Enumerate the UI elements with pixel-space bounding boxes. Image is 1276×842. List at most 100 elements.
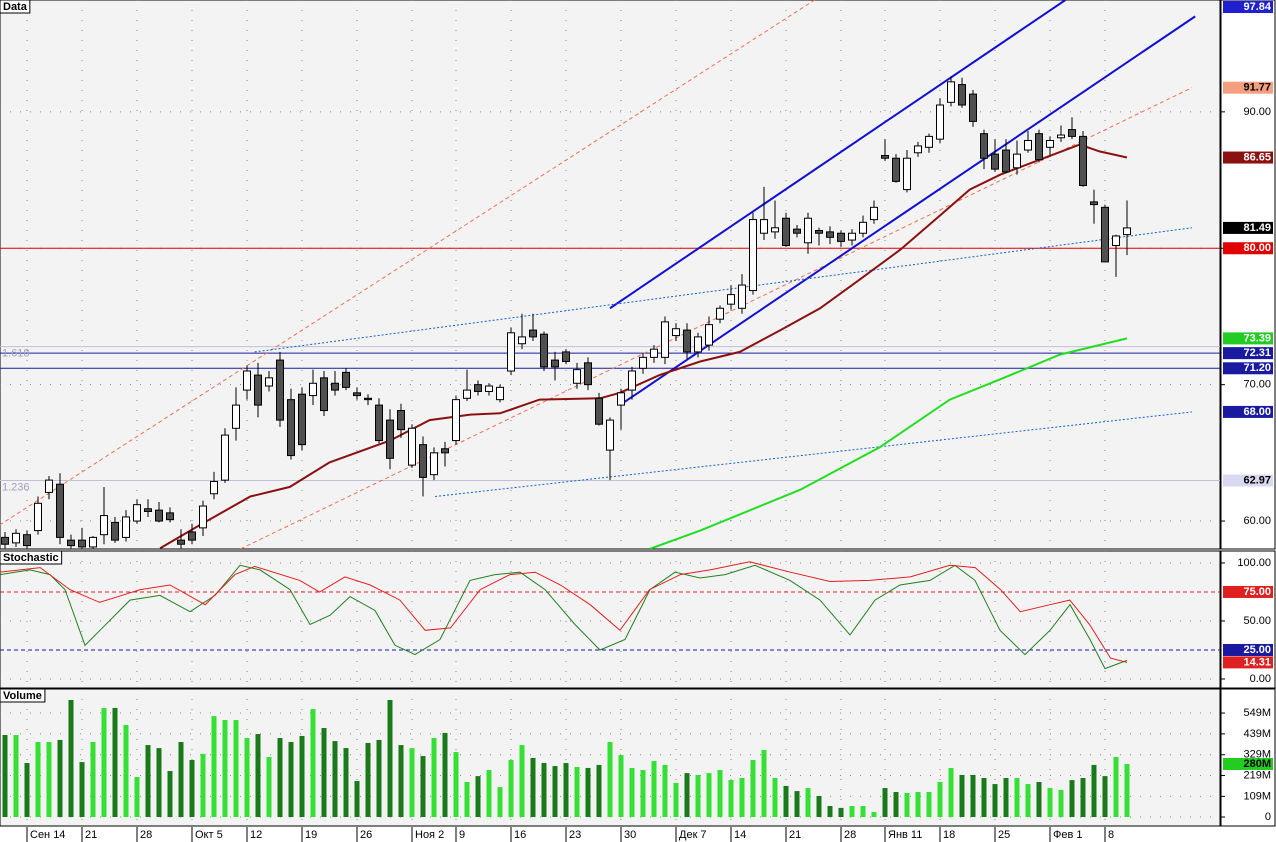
value-marker-label: 91.77 (1243, 82, 1271, 94)
volume-bar (904, 792, 910, 818)
candle-body (969, 93, 977, 122)
volume-bar (145, 745, 151, 818)
value-marker (1223, 405, 1273, 418)
candle-body (375, 404, 383, 442)
x-tick-label: Окт 5 (195, 829, 223, 841)
candle-body (606, 419, 614, 451)
value-marker-label: 25.00 (1243, 644, 1271, 656)
volume-bar (365, 742, 371, 818)
volume-bar (486, 770, 492, 818)
volume-bar (750, 760, 756, 818)
volume-bar (1003, 777, 1009, 818)
value-marker-label: 72.31 (1243, 347, 1271, 359)
candle-body (1068, 129, 1076, 137)
volume-bar (354, 781, 360, 818)
level-label: 1.236 (2, 481, 30, 493)
candle-body (694, 336, 702, 353)
candle-body (474, 384, 482, 392)
value-marker-label: 73.39 (1243, 332, 1271, 344)
x-tick-label: 14 (734, 829, 746, 841)
volume-bar (1080, 777, 1086, 818)
y-tick-label: 50.00 (1243, 615, 1271, 627)
volume-bar (464, 781, 470, 818)
candle-body (232, 404, 240, 429)
volume-bar (959, 774, 965, 818)
moving-average (649, 337, 1128, 549)
y-tick-label: 549M (1243, 707, 1271, 719)
panel-title: Data (3, 1, 28, 13)
value-marker (1223, 757, 1273, 770)
y-tick-label: 100.00 (1237, 557, 1271, 569)
candle-body (353, 392, 361, 397)
volume-bar (783, 785, 789, 818)
volume-bar (860, 806, 866, 818)
value-marker-label: 97.84 (1243, 1, 1271, 13)
volume-bar (387, 699, 393, 818)
value-marker-label: 280M (1243, 758, 1271, 770)
volume-bar (706, 773, 712, 818)
volume-bar (288, 742, 294, 818)
volume-bar (211, 716, 217, 818)
volume-bar (1091, 764, 1097, 818)
candle-body (397, 410, 405, 431)
x-tick-label: Ноя 2 (415, 829, 444, 841)
candle-body (749, 219, 757, 292)
y-tick-label: 70.00 (1243, 379, 1271, 391)
volume-bar (343, 748, 349, 818)
candle-body (331, 382, 339, 391)
value-marker-label: 75.00 (1243, 586, 1271, 598)
volume-bar (90, 742, 96, 818)
volume-bar (585, 767, 591, 818)
value-marker (1223, 643, 1273, 656)
volume-bar (882, 788, 888, 818)
value-marker (1223, 347, 1273, 360)
candle-body (793, 228, 801, 234)
candle-body (463, 389, 471, 399)
volume-bar (618, 755, 624, 818)
candle-body (177, 539, 185, 545)
volume-bar (1069, 780, 1075, 818)
x-tick-label: 19 (305, 829, 317, 841)
volume-bar (728, 780, 734, 818)
volume-bar (167, 770, 173, 818)
candle-body (144, 508, 152, 512)
candle-body (562, 351, 570, 362)
candle-body (1079, 135, 1087, 187)
candle-body (661, 321, 669, 358)
candle-body (430, 452, 438, 476)
volume-bar (332, 741, 338, 818)
y-tick-label: 219M (1243, 769, 1271, 781)
volume-bar (46, 742, 52, 818)
volume-bar (299, 735, 305, 818)
value-marker-label: 62.97 (1243, 474, 1271, 486)
candle-body (199, 505, 207, 529)
volume-bar (772, 777, 778, 818)
candle-body (518, 336, 526, 345)
volume-bar (200, 753, 206, 818)
value-marker-label: 81.49 (1243, 222, 1271, 234)
trend-line (254, 227, 1192, 353)
candle-body (56, 483, 64, 538)
candle-body (419, 444, 427, 478)
volume-bar (431, 738, 437, 818)
volume-bar (651, 760, 657, 818)
volume-bar (673, 782, 679, 818)
volume-bar (552, 766, 558, 818)
volume-bar (1036, 781, 1042, 818)
volume-bar (794, 791, 800, 818)
candle-body (1057, 134, 1065, 139)
candle-body (1035, 133, 1043, 161)
panel-title-box (0, 550, 63, 565)
volume-bar (1113, 756, 1119, 818)
candle-body (1002, 149, 1010, 173)
candle-body (452, 399, 460, 442)
volume-bar (2, 735, 8, 818)
candle-body (408, 427, 416, 466)
candle-body (276, 359, 284, 421)
candle-body (133, 504, 141, 522)
candle-body (221, 434, 229, 481)
volume-bar (244, 738, 250, 818)
candle-body (507, 332, 515, 372)
candle-body (386, 419, 394, 459)
